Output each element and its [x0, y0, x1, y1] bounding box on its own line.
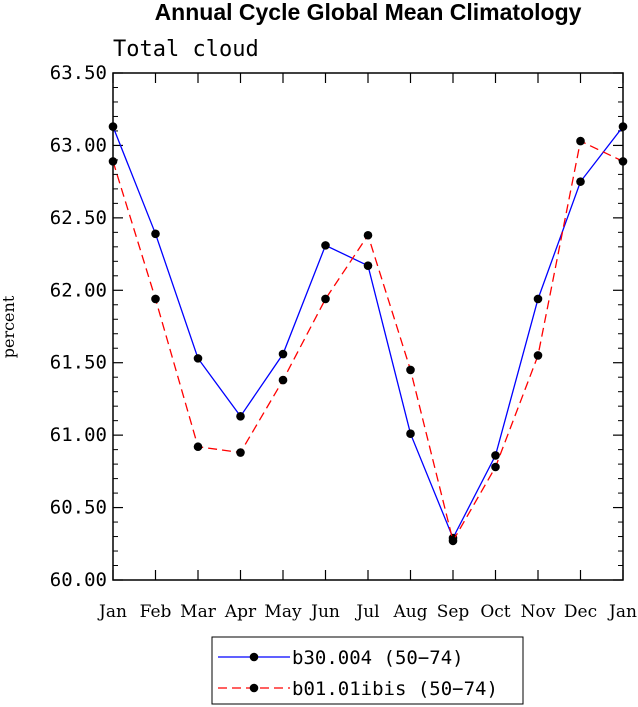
chart-subtitle: Total cloud: [113, 37, 259, 62]
series-1-point: [321, 241, 330, 250]
y-tick-label: 63.00: [50, 134, 107, 156]
x-tick-label: Jan: [607, 602, 637, 622]
y-tick-label: 61.50: [50, 352, 107, 374]
x-tick-label: Jul: [354, 602, 379, 622]
x-tick-label: Feb: [140, 602, 172, 622]
series-1-point: [151, 229, 160, 239]
series-2-point: [151, 294, 160, 304]
legend: b30.004 (50−74) b01.01ibis (50−74): [211, 636, 524, 705]
series-2-point: [236, 448, 245, 457]
series-line-2: [112, 140, 624, 543]
legend-label-2: b01.01ibis (50−74): [292, 678, 498, 700]
x-tick-label: Oct: [480, 602, 510, 622]
plot-area: [112, 72, 624, 581]
y-tick-label: 61.00: [50, 424, 107, 446]
x-tick-label: Sep: [437, 602, 470, 622]
x-tick-label: Jan: [97, 602, 127, 622]
x-tick-label: Apr: [224, 602, 257, 622]
y-tick-label: 63.50: [50, 62, 107, 84]
series-2-point: [618, 157, 628, 166]
series-layer: [108, 122, 628, 546]
series-1-point: [193, 354, 203, 363]
x-tick-label: May: [264, 602, 302, 622]
y-tick-label: 62.00: [50, 279, 107, 301]
series-1-point: [406, 429, 415, 438]
y-axis-ticks: 60.00 60.50 61.00 61.50 62.00 62.50 63.00 63.50: [50, 62, 623, 591]
series-1-point: [108, 122, 118, 131]
y-tick-label: 60.00: [50, 569, 107, 591]
x-axis-ticks: Jan Feb Mar Apr May Jun Jul Aug Sep Oct Nov Dec Jan: [97, 73, 637, 622]
series-2-point: [448, 536, 458, 546]
x-tick-label: Mar: [180, 602, 217, 622]
series-1-point: [278, 349, 288, 359]
series-2-point: [533, 351, 543, 360]
series-1-point: [576, 177, 585, 186]
series-2-point: [321, 294, 330, 304]
series-2-point: [363, 230, 373, 240]
series-2-point: [576, 136, 585, 146]
y-tick-label: 62.50: [50, 207, 107, 229]
series-1-point: [236, 412, 245, 421]
series-line-1: [112, 126, 624, 540]
x-tick-label: Jun: [309, 602, 340, 622]
legend-label-1: b30.004 (50−74): [292, 647, 464, 669]
series-1-point: [491, 451, 500, 460]
series-2-point: [108, 157, 118, 166]
legend-marker-2: [249, 683, 259, 693]
y-tick-label: 60.50: [50, 497, 107, 519]
series-1-point: [363, 261, 373, 270]
series-2-point: [491, 462, 500, 472]
y-axis-label: percent: [0, 295, 18, 358]
legend-marker-1: [249, 652, 259, 662]
x-tick-label: Dec: [564, 602, 597, 622]
x-tick-label: Aug: [392, 602, 427, 622]
x-tick-label: Nov: [521, 602, 556, 622]
series-2-point: [193, 442, 203, 452]
series-2-point: [278, 375, 288, 385]
series-1-point: [533, 294, 543, 304]
series-2-point: [406, 365, 415, 375]
chart-title: Annual Cycle Global Mean Climatology: [155, 0, 582, 25]
series-1-point: [618, 122, 628, 131]
legend-box: [211, 636, 524, 705]
